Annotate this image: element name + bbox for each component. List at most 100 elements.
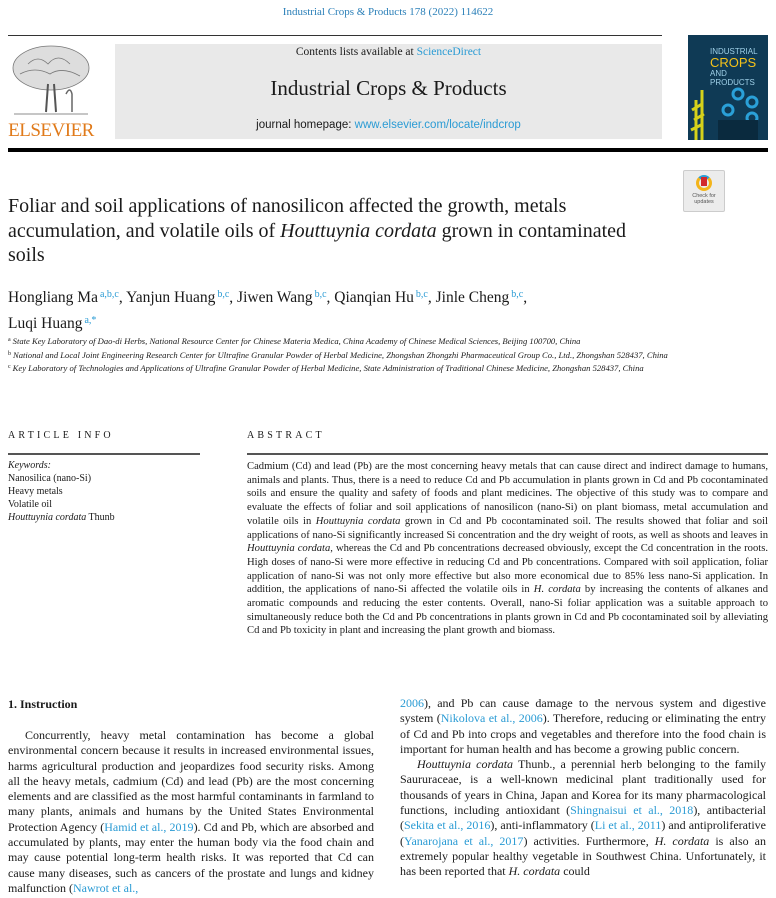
section-heading: 1. Instruction <box>8 697 78 711</box>
elsevier-wordmark: ELSEVIER <box>8 120 94 141</box>
citation-link[interactable]: Nikolova et al., 2006 <box>440 711 543 726</box>
crossmark-icon <box>696 175 712 191</box>
citation-link[interactable]: Nawrot et al., <box>72 880 139 895</box>
text-run: ), anti-inflammatory ( <box>490 818 595 833</box>
journal-header-box: Contents lists available at ScienceDirec… <box>115 44 662 139</box>
journal-citation[interactable]: Industrial Crops & Products 178 (2022) 1… <box>282 6 494 18</box>
body-column-left: Concurrently, heavy metal contamination … <box>8 728 374 896</box>
author-affiliation-marks[interactable]: b,c <box>511 289 524 300</box>
citation-link[interactable]: Shingnaisui et al., 2018 <box>570 803 694 818</box>
keywords: Keywords: Nanosilica (nano-Si) Heavy meta… <box>8 459 115 524</box>
text-run: grown in Cd and Pb cocontaminated soil. … <box>247 515 768 541</box>
text-run: Thunb., a perennial herb belonging to th… <box>400 757 766 818</box>
italic-text: H. cordata <box>533 584 581 596</box>
author-list: Hongliang Ma a,b,c, Yanjun Huang b,c, Jiwe… <box>8 289 528 332</box>
author-name: Qianqian Hu <box>334 289 414 306</box>
affiliation-text: National and Local Joint Engineering Res… <box>13 349 668 360</box>
divider <box>8 453 200 455</box>
author-affiliation-marks[interactable]: a,* <box>84 315 97 326</box>
citation-link[interactable]: Hamid et al., 2019 <box>104 819 194 834</box>
affiliation-mark: b <box>8 350 11 357</box>
homepage-line: journal homepage: www.elsevier.com/locat… <box>115 119 662 131</box>
text-run: Volatile oil <box>8 499 52 510</box>
cover-title-1: INDUSTRIAL <box>710 47 758 56</box>
text-run: Foliar and soil applications of nanosili… <box>8 195 567 242</box>
journal-cover[interactable]: INDUSTRIAL CROPS AND PRODUCTS <box>688 35 768 140</box>
text-run: Nanosilica (nano-Si) <box>8 473 92 484</box>
text-run: Concurrently, heavy metal contamination … <box>8 728 374 834</box>
author-name: Hongliang Ma <box>8 289 98 306</box>
italic-text: Houttuynia cordata <box>280 219 437 242</box>
text-run: could <box>560 864 590 879</box>
text-run: ). Cd and Pb, which are absorbed and acc… <box>8 819 375 895</box>
author[interactable]: Qianqian Hu b,c <box>334 289 428 306</box>
text-run: Heavy metals <box>8 486 63 497</box>
affiliation-text: State Key Laboratory of Dao-di Herbs, Na… <box>12 336 581 346</box>
citation-link[interactable]: Yanarojana et al., 2017 <box>404 833 524 848</box>
author[interactable]: Yanjun Huang b,c <box>126 289 229 306</box>
text-run: ) activities. Furthermore, <box>523 833 655 848</box>
author-affiliation-marks[interactable]: b,c <box>314 289 327 300</box>
header-divider <box>8 148 768 152</box>
author-affiliation-marks[interactable]: b,c <box>415 289 428 300</box>
affiliations: a State Key Laboratory of Dao-di Herbs, N… <box>8 334 673 375</box>
cover-title-3: AND PRODUCTS <box>710 69 755 87</box>
sciencedirect-link[interactable]: ScienceDirect <box>416 46 482 58</box>
italic-text: Houttuynia cordata <box>247 543 331 555</box>
author-name: Jinle Cheng <box>435 289 510 306</box>
italic-text: Houttuynia cordata <box>8 512 87 523</box>
article-info-heading: ARTICLE INFO <box>8 430 114 441</box>
citation-link[interactable]: Sekita et al., 2016 <box>404 818 491 833</box>
citation-link[interactable]: 2006 <box>400 696 424 710</box>
author[interactable]: Jinle Cheng b,c <box>436 289 524 306</box>
keyword: Houttuynia cordata Thunb <box>8 511 115 524</box>
affiliation: b National and Local Joint Engineering Re… <box>8 348 673 362</box>
author[interactable]: Jiwen Wang b,c <box>237 289 326 306</box>
abstract-heading: ABSTRACT <box>247 430 325 441</box>
text-run: ), and Pb can cause damage to the nervou… <box>400 696 766 726</box>
author-name: Yanjun Huang <box>126 289 216 306</box>
text-run: ) and antiproliferative ( <box>400 818 767 848</box>
text-run: , whereas the Cd and Pb concentrations d… <box>247 543 768 596</box>
italic-text: Houttuynia cordata <box>315 515 401 527</box>
elsevier-logo[interactable]: ELSEVIER <box>8 44 94 142</box>
keywords-label: Keywords: <box>8 460 51 471</box>
paragraph: 2006), and Pb can cause damage to the ne… <box>400 696 766 757</box>
affiliation-mark: a <box>8 337 11 343</box>
author-affiliation-marks[interactable]: a,b,c <box>99 289 119 300</box>
paragraph: Houttuynia cordata Thunb., a perennial h… <box>400 757 766 879</box>
author[interactable]: Luqi Huang a,* <box>8 315 96 332</box>
author[interactable]: Hongliang Ma a,b,c <box>8 289 119 306</box>
cover-title: INDUSTRIAL CROPS AND PRODUCTS <box>710 47 768 87</box>
crossmark-label: Check for updates <box>692 193 716 205</box>
divider <box>247 453 768 455</box>
homepage-link[interactable]: www.elsevier.com/locate/indcrop <box>354 119 521 131</box>
affiliation: c Key Laboratory of Technologies and Appl… <box>8 361 673 375</box>
affiliation: a State Key Laboratory of Dao-di Herbs, N… <box>8 334 673 348</box>
keyword: Volatile oil <box>8 498 115 511</box>
keyword: Nanosilica (nano-Si) <box>8 472 115 485</box>
author-name: Luqi Huang <box>8 315 83 332</box>
journal-name: Industrial Crops & Products <box>270 76 507 100</box>
affiliation-mark: c <box>8 364 11 370</box>
check-for-updates-button[interactable]: Check for updates <box>683 170 725 212</box>
author-name: Jiwen Wang <box>237 289 313 306</box>
text-run: grown in contaminated soils <box>8 219 627 267</box>
author-affiliation-marks[interactable]: b,c <box>217 289 230 300</box>
abstract-text: Cadmium (Cd) and lead (Pb) are the most … <box>247 460 768 638</box>
divider <box>8 35 662 36</box>
italic-text: H. cordata <box>654 833 710 848</box>
italic-text: Houttuynia cordata <box>417 757 514 772</box>
paragraph: Concurrently, heavy metal contamination … <box>8 728 374 896</box>
cover-plant-icon <box>690 87 759 140</box>
citation-link[interactable]: Li et al., 2011 <box>594 818 662 833</box>
contents-prefix: Contents lists available at <box>295 46 417 58</box>
italic-text: H. cordata <box>508 864 561 879</box>
body-column-right: 2006), and Pb can cause damage to the ne… <box>400 696 766 880</box>
elsevier-tree-icon <box>12 45 90 115</box>
text-run: Cadmium (Cd) and lead (Pb) are the most … <box>247 461 768 527</box>
homepage-prefix: journal homepage: <box>256 119 355 131</box>
text-run: ). Therefore, reducing or eliminating th… <box>400 711 766 756</box>
contents-line: Contents lists available at ScienceDirec… <box>115 46 662 58</box>
text-run: is also an extremely popular healthy veg… <box>400 833 766 879</box>
